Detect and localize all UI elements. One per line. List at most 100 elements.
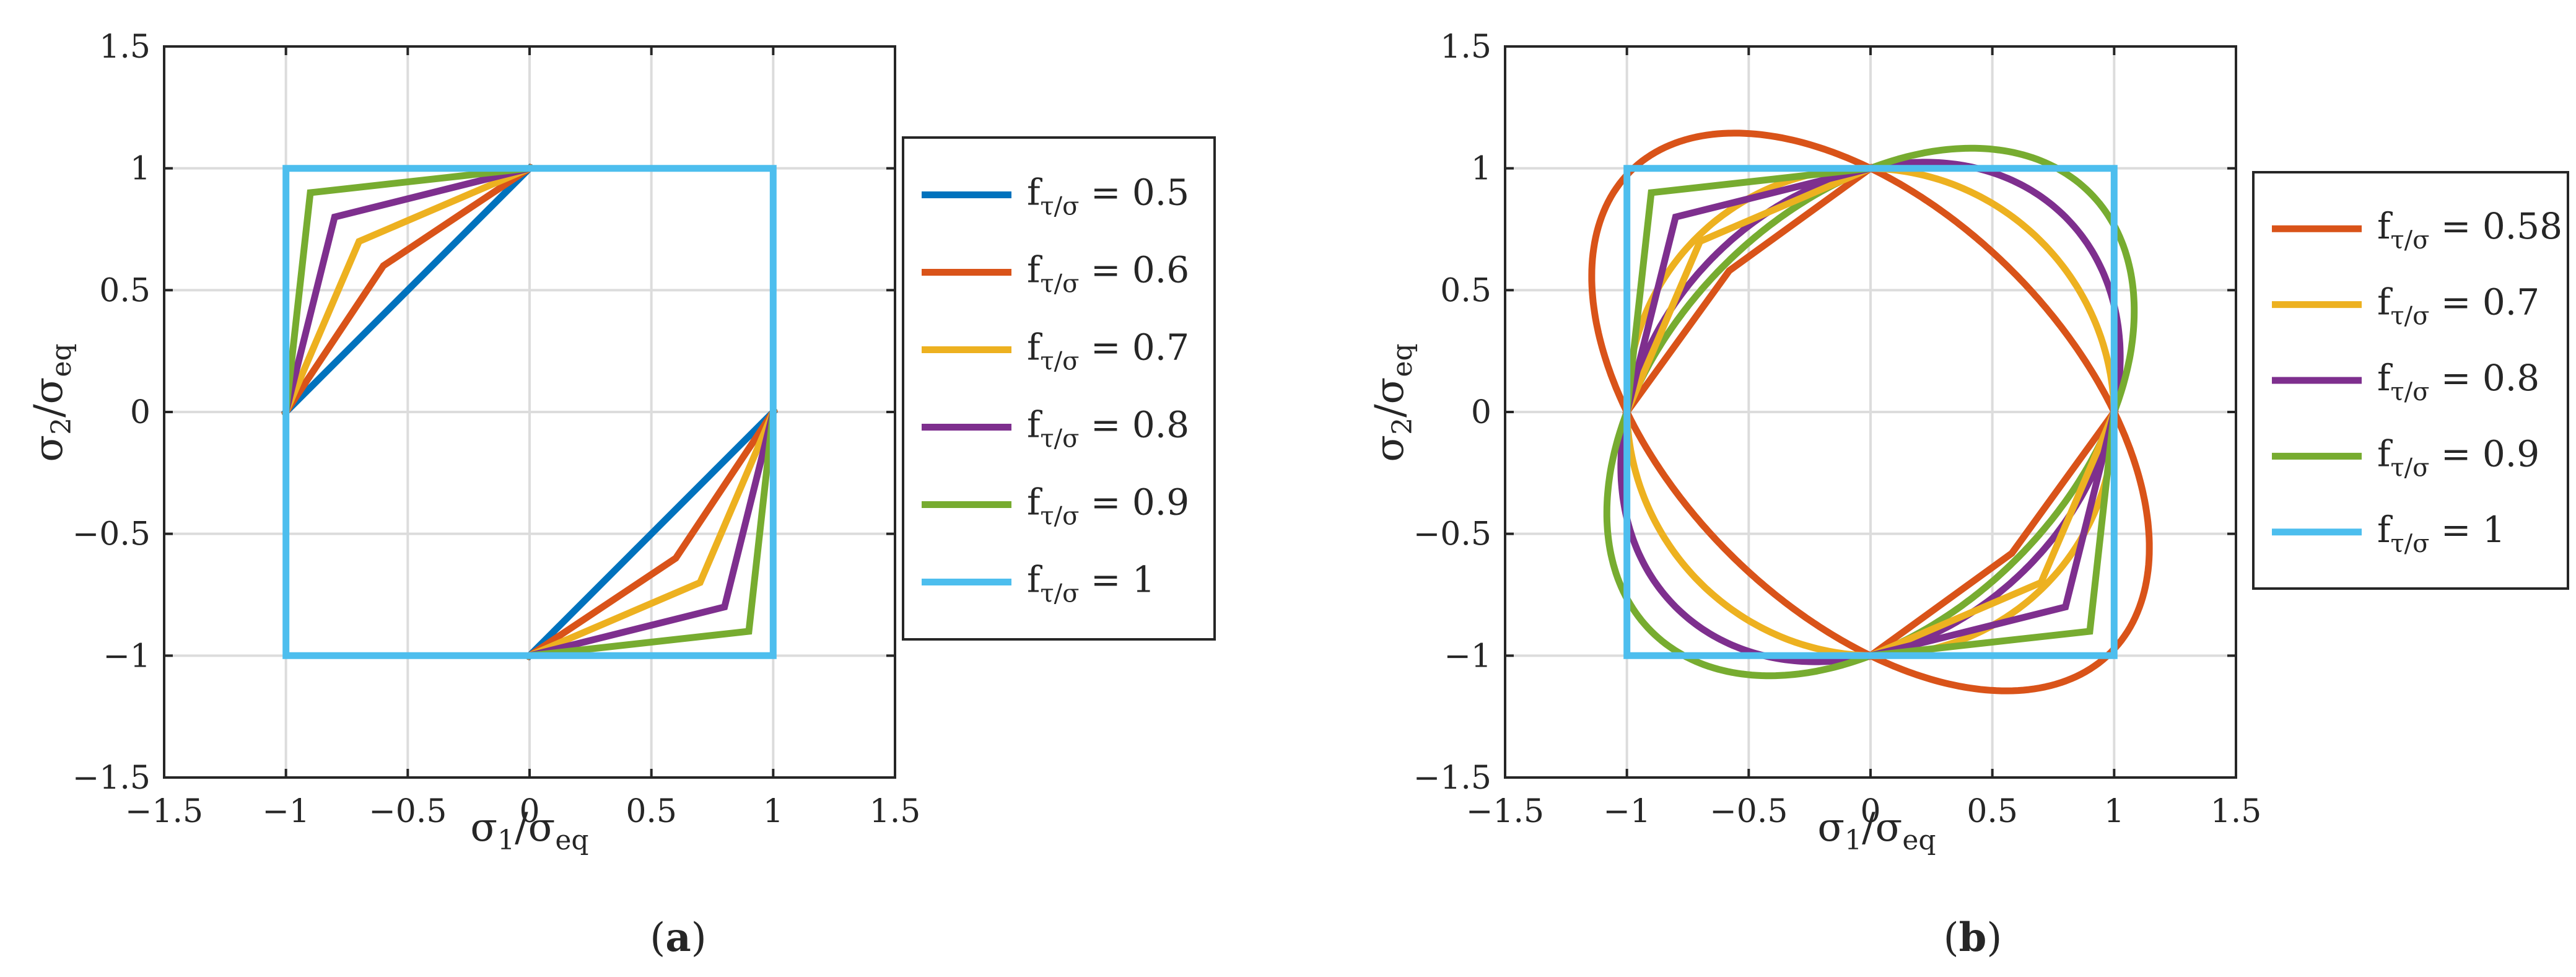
legend-sub: τ/σ [1040, 502, 1079, 531]
x-tick-label: 1 [763, 793, 784, 830]
legend-label-2: fτ/σ = 0.8 [2377, 357, 2539, 406]
legend-f: f [2377, 509, 2393, 551]
legend-value: = 0.9 [2429, 432, 2539, 475]
legend-value: = 0.6 [1079, 249, 1189, 291]
y-tick-label: 0.5 [99, 272, 151, 309]
series-line-4-0 [282, 164, 534, 416]
panel-caption: (b) [1944, 914, 2002, 961]
legend: fτ/σ = 0.5fτ/σ = 0.6fτ/σ = 0.7fτ/σ = 0.8… [902, 136, 1216, 641]
y-tick-label: 0.5 [1440, 272, 1491, 309]
legend-f: f [2377, 357, 2393, 399]
y-tick-label: 1 [1471, 151, 1491, 188]
y-tick-label: −1 [103, 637, 151, 675]
legend-value: = 0.7 [1079, 326, 1189, 369]
legend-sub: τ/σ [2390, 530, 2429, 558]
legend-sub: τ/σ [2390, 226, 2429, 255]
y-tick-label: −1 [1444, 637, 1491, 675]
legend-value: = 0.8 [2429, 357, 2539, 399]
chart-panel-a: −1.5 −0.5 0 0.5 1 1.5−1−1.5−1−0.500.511.5σ1/σ… [26, 28, 1216, 961]
y-label-main: σ [26, 435, 72, 462]
series-line-4-1 [525, 408, 777, 660]
caption-letter: b [1959, 914, 1987, 961]
series-line-1-1 [1866, 407, 2119, 660]
series-line-0-0 [1622, 164, 1875, 417]
legend-f: f [1027, 172, 1042, 214]
x-tick-label: −1.5 [1466, 793, 1544, 830]
legend-value: = 0.8 [1079, 404, 1189, 446]
series-line-2-1 [525, 407, 778, 660]
caption-letter: a [665, 914, 691, 961]
x-tick-label: −0.5 [1709, 793, 1788, 830]
legend-f: f [1027, 481, 1042, 524]
x-tick-label: −1.5 [125, 793, 203, 830]
y-label-sub1: 2 [46, 418, 77, 435]
y-label-main: σ [1367, 435, 1413, 462]
y-label-slash: /σ [1367, 377, 1413, 418]
series-line-0-1 [1866, 407, 2119, 660]
legend-label-3: fτ/σ = 0.8 [1027, 404, 1189, 453]
legend-f: f [2377, 281, 2393, 323]
series-line-2-1 [1866, 408, 2118, 660]
chart-panel-b: −1.5 −0.5 0 0.5 1 1.5−1−1.5−1−0.500.511.5σ1/σ… [1367, 28, 2569, 961]
series-line-2-0 [281, 164, 535, 417]
x-tick-label: 0.5 [626, 793, 677, 830]
y-tick-label: −0.5 [1413, 516, 1491, 553]
legend-f: f [2377, 205, 2393, 247]
y-tick-label: −1.5 [1413, 760, 1491, 797]
legend-value: = 0.9 [1079, 481, 1189, 524]
legend-label-4: fτ/σ = 0.9 [1027, 481, 1189, 531]
y-tick-label: −0.5 [72, 516, 151, 553]
legend-label-0: fτ/σ = 0.5 [1027, 172, 1189, 221]
series-line-3-1 [525, 408, 777, 660]
caption-close: ) [1986, 915, 2002, 961]
legend-label-1: fτ/σ = 0.6 [1027, 249, 1189, 299]
y-tick-label: 0 [130, 394, 151, 431]
series-line-3-1 [1866, 408, 2118, 660]
series-line-1-0 [1622, 164, 1875, 417]
legend-f: f [1027, 326, 1042, 369]
legend-sub: τ/σ [1040, 425, 1079, 453]
legend-sub: τ/σ [2390, 453, 2429, 482]
series-line-1-0 [281, 164, 535, 417]
x-label-main: σ [1817, 805, 1845, 851]
y-label-sub1: 2 [1387, 418, 1418, 435]
legend-value: = 1 [1079, 559, 1155, 601]
legend-f: f [2377, 432, 2393, 475]
x-tick-label: 0 [1860, 793, 1880, 830]
x-tick-label: 0.5 [1967, 793, 2018, 830]
legend-sub: τ/σ [1040, 580, 1079, 608]
legend-f: f [1027, 404, 1042, 446]
legend-box [902, 136, 1216, 641]
legend-value: = 0.7 [2429, 281, 2539, 323]
y-tick-label: 1 [130, 151, 151, 188]
x-label-sub1: 1 [1845, 825, 1862, 856]
x-label-sub1: 1 [497, 825, 515, 856]
legend-sub: τ/σ [2390, 302, 2429, 331]
y-tick-label: −1.5 [72, 760, 151, 797]
legend-value: = 1 [2429, 509, 2505, 551]
legend-label-0: fτ/σ = 0.58 [2377, 205, 2562, 255]
legend-sub: τ/σ [1040, 348, 1079, 376]
series-line-4-0 [1623, 165, 2118, 659]
caption-open: ( [1944, 915, 1959, 961]
x-label-slash: /σ [1862, 805, 1902, 851]
x-label-slash: /σ [515, 805, 555, 851]
series-line-2-0 [1623, 164, 1875, 416]
y-tick-label: 1.5 [99, 28, 151, 66]
series-line-3-0 [1623, 164, 1875, 416]
legend-label-4: fτ/σ = 1 [2377, 509, 2505, 558]
x-tick-label: −1 [262, 793, 310, 830]
series-line-0-1 [525, 407, 779, 661]
caption-open: ( [650, 915, 665, 961]
legend-sub: τ/σ [1040, 193, 1079, 221]
legend-f: f [1027, 249, 1042, 291]
x-label-sub2: eq [555, 825, 588, 856]
legend-f: f [1027, 559, 1042, 601]
x-tick-label: 1 [2104, 793, 2124, 830]
legend-value: = 0.5 [1079, 172, 1189, 214]
panel-caption: (a) [650, 914, 706, 961]
y-axis-label: σ2/σeq [1367, 343, 1418, 462]
x-tick-label: 1.5 [870, 793, 921, 830]
x-tick-label: −1 [1603, 793, 1651, 830]
